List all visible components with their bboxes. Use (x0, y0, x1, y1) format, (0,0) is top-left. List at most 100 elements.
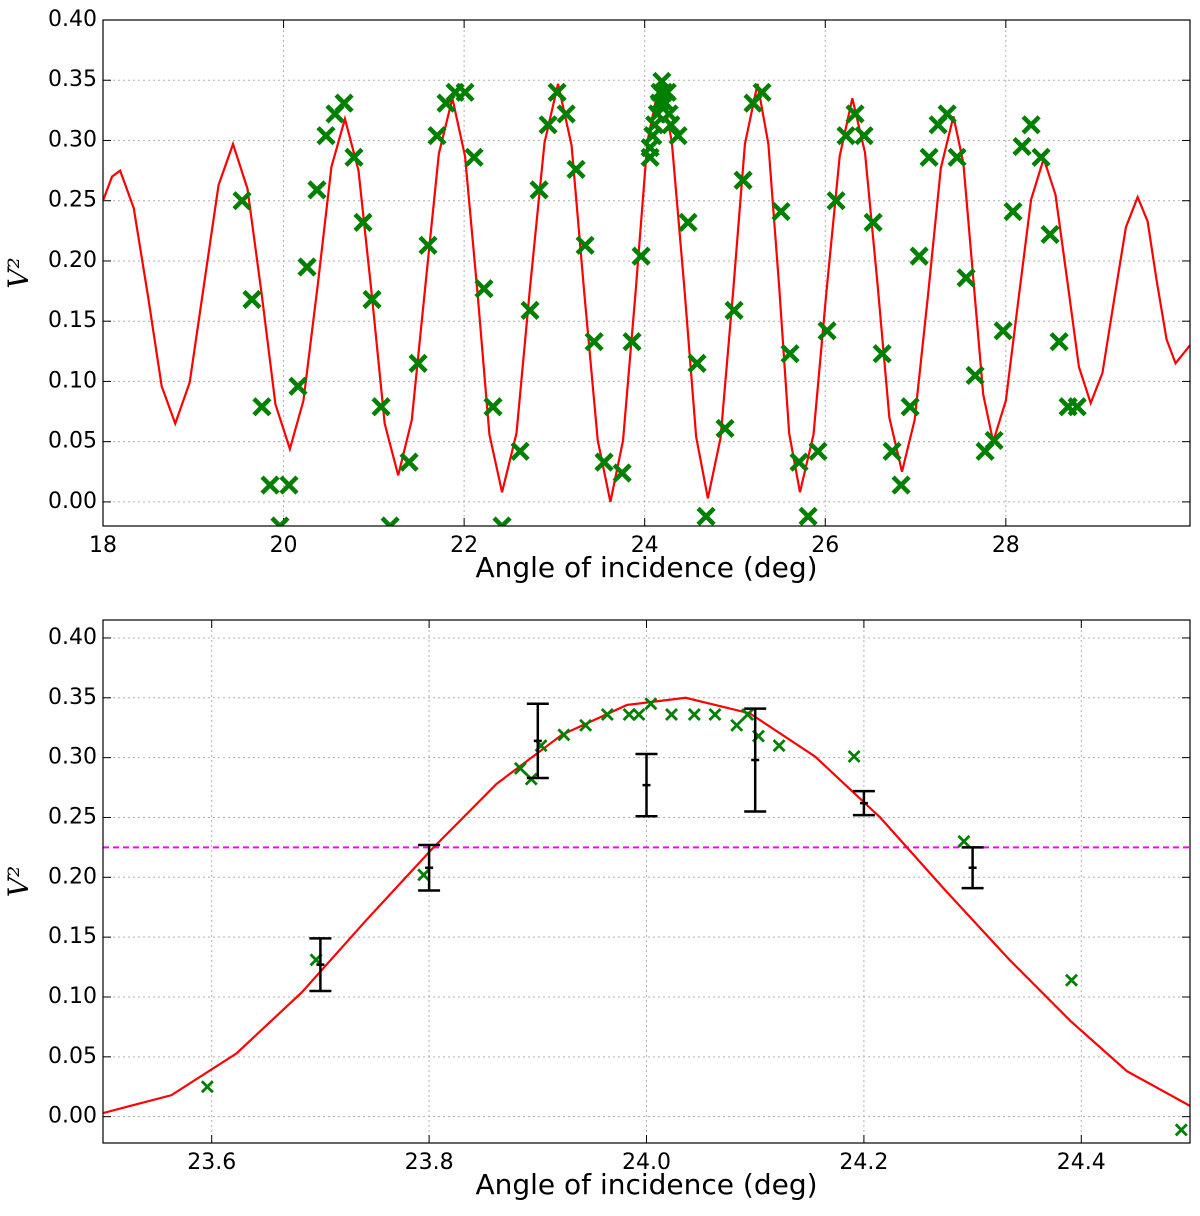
axes-frame (102, 19, 1191, 527)
error-bar (744, 707, 767, 813)
data-point (566, 159, 586, 179)
data-point (780, 344, 800, 364)
data-point (455, 82, 475, 102)
x-tick-label: 24.4 (1057, 1150, 1106, 1175)
y-axis-label: V² (2, 866, 35, 897)
data-point (1003, 201, 1023, 222)
data-point (427, 126, 447, 146)
data-point (316, 126, 336, 146)
data-point (919, 147, 939, 167)
data-point (687, 708, 701, 722)
error-bar (309, 937, 332, 993)
data-point (957, 834, 971, 848)
y-tick-label: 0.35 (48, 67, 97, 92)
data-point (353, 212, 373, 232)
data-point (872, 344, 892, 364)
data-point (1049, 332, 1069, 352)
data-point (668, 126, 688, 146)
data-point (678, 212, 698, 232)
data-point (200, 1080, 214, 1094)
data-point (520, 300, 540, 320)
data-point (657, 82, 677, 102)
x-axis-label: Angle of incidence (deg) (475, 1168, 817, 1201)
data-point (417, 868, 431, 882)
y-tick-label: 0.35 (48, 685, 97, 710)
error-bar (852, 789, 875, 817)
y-tick-label: 0.00 (48, 489, 97, 514)
y-tick-label: 0.10 (48, 984, 97, 1009)
data-point (752, 82, 772, 102)
data-point (242, 289, 262, 310)
data-point (279, 475, 299, 495)
data-point (771, 201, 791, 222)
data-point (260, 475, 280, 495)
data-point (344, 147, 364, 167)
x-tick-label: 24.2 (839, 1150, 888, 1175)
data-point (798, 506, 818, 526)
data-point (808, 441, 828, 461)
y-tick-label: 0.25 (48, 804, 97, 829)
plot-area (103, 696, 1190, 1137)
x-tick-label: 23.6 (187, 1150, 236, 1175)
plot-area (103, 71, 1190, 526)
data-point (399, 452, 419, 472)
data-point (307, 180, 327, 200)
data-point (622, 708, 636, 722)
data-point (696, 506, 716, 526)
data-point (724, 300, 744, 320)
data-point (687, 353, 707, 373)
y-tick-label: 0.20 (48, 864, 97, 889)
x-tick-label: 24.0 (622, 1150, 671, 1175)
data-point (513, 761, 527, 775)
data-point (956, 268, 976, 288)
data-point (232, 191, 252, 211)
y-tick-label: 0.05 (48, 1044, 97, 1069)
data-point (538, 115, 558, 135)
error-bar (961, 846, 984, 890)
y-tick-label: 0.25 (48, 188, 97, 213)
y-tick-label: 0.20 (48, 248, 97, 273)
data-point (817, 321, 837, 341)
data-point (631, 246, 651, 266)
data-point (640, 147, 660, 167)
data-point (510, 441, 530, 461)
data-point (547, 82, 567, 102)
data-point (1067, 397, 1087, 417)
data-point (600, 708, 614, 722)
y-tick-label: 0.30 (48, 745, 97, 770)
data-point (984, 430, 1004, 451)
y-axis-label: V² (2, 257, 35, 288)
data-point (993, 321, 1013, 341)
data-point (418, 235, 438, 255)
data-point (556, 104, 576, 124)
x-tick-label: 18 (89, 533, 117, 558)
data-point (937, 104, 957, 124)
data-point (297, 257, 317, 277)
data-point (371, 397, 391, 417)
data-point (826, 191, 846, 211)
data-point (579, 718, 593, 732)
x-tick-label: 24 (631, 533, 659, 558)
data-point (1012, 136, 1032, 157)
y-tick-label: 0.00 (48, 1104, 97, 1129)
error-bar (635, 752, 658, 818)
data-point (288, 376, 308, 396)
error-bar (418, 843, 441, 892)
axes-frame (102, 619, 1191, 1144)
data-point (529, 180, 549, 200)
y-tick-label: 0.10 (48, 368, 97, 393)
data-point (334, 93, 354, 113)
data-point (557, 728, 571, 742)
y-tick-label: 0.40 (48, 625, 97, 650)
data-point (836, 126, 856, 146)
data-point (362, 289, 382, 310)
data-point (772, 739, 786, 753)
y-tick-label: 0.40 (48, 7, 97, 32)
panel: 18 20 22 24 26 28 0.00 0.05 0.10 0.15 0.20 0.25 0.30… (2, 7, 1191, 584)
data-point (408, 353, 428, 373)
data-point (715, 418, 735, 439)
data-point (492, 516, 512, 526)
y-tick-label: 0.15 (48, 924, 97, 949)
data-point (947, 147, 967, 167)
